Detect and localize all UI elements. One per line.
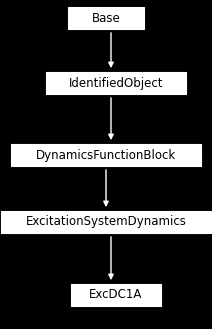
FancyBboxPatch shape [71,284,161,306]
FancyBboxPatch shape [46,72,186,94]
FancyBboxPatch shape [1,211,211,233]
Text: Base: Base [92,12,120,24]
Text: ExcDC1A: ExcDC1A [89,289,143,301]
FancyBboxPatch shape [68,7,144,29]
FancyBboxPatch shape [11,144,201,166]
Text: IdentifiedObject: IdentifiedObject [69,77,163,89]
Text: ExcitationSystemDynamics: ExcitationSystemDynamics [26,215,186,229]
Text: DynamicsFunctionBlock: DynamicsFunctionBlock [36,148,176,162]
